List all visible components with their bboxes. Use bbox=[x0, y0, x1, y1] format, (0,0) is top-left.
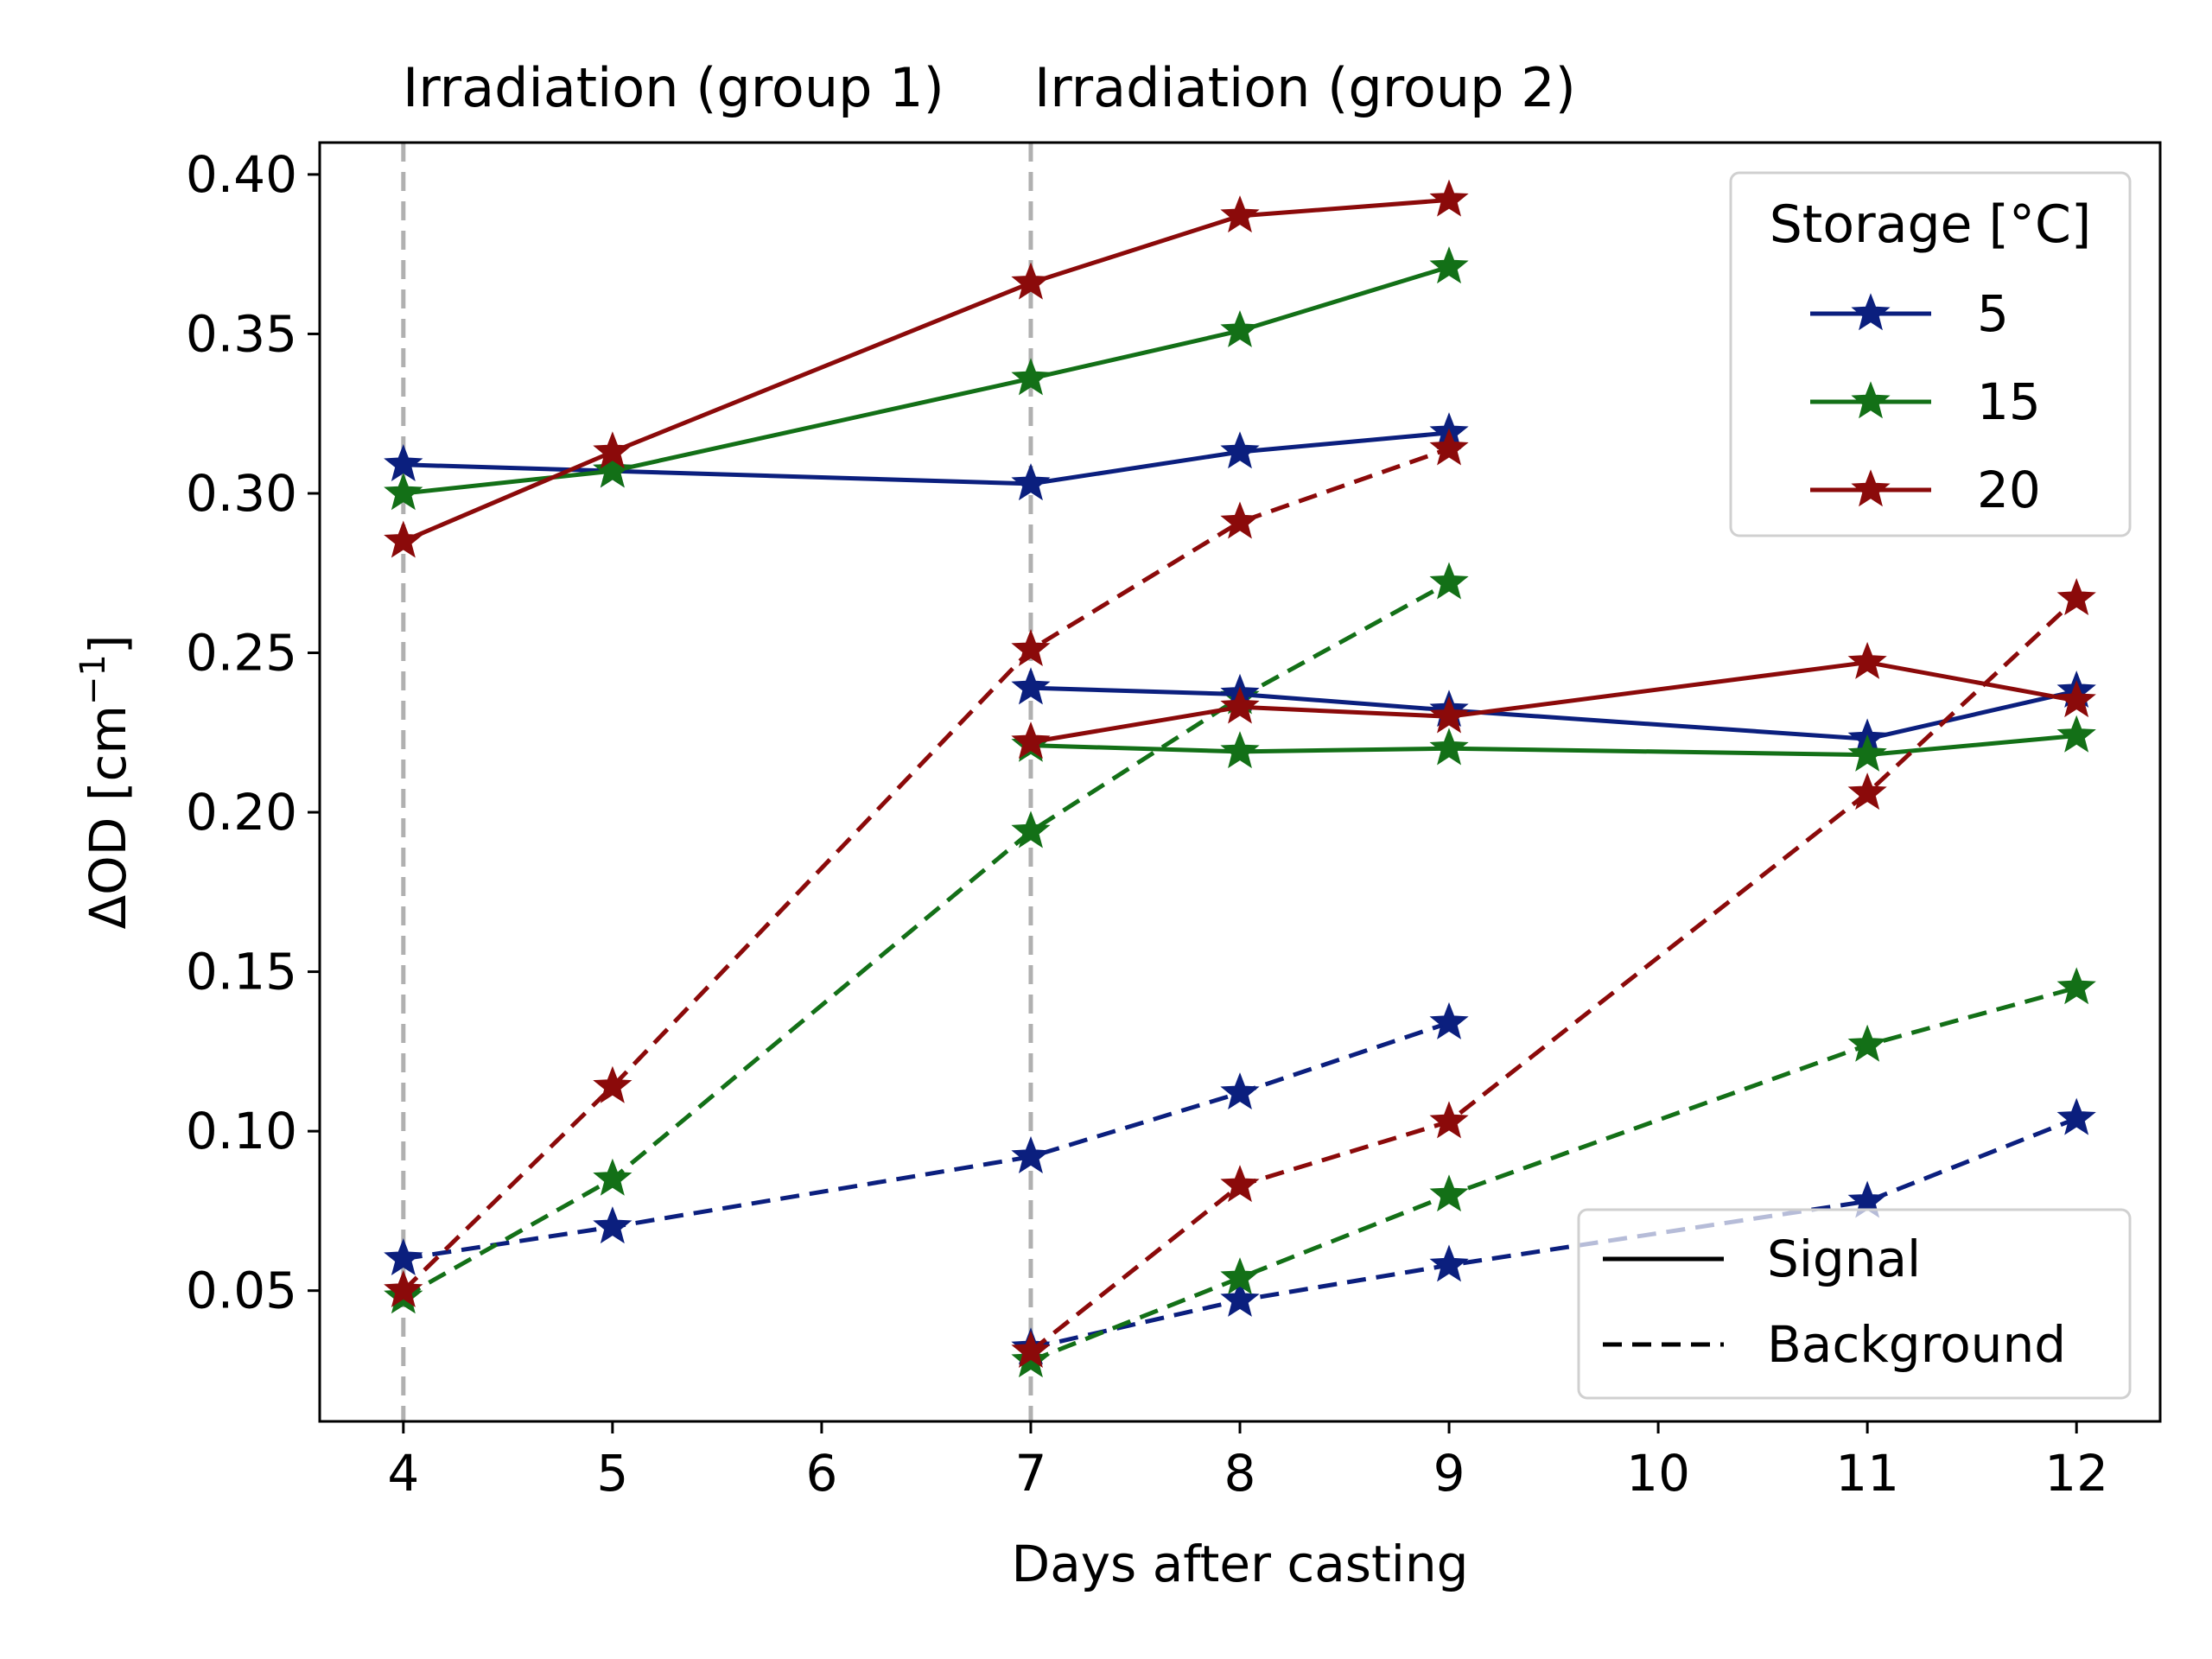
data-point bbox=[2056, 578, 2096, 616]
y-tick-label: 0.05 bbox=[186, 1262, 297, 1320]
data-point bbox=[1429, 246, 1469, 284]
data-point bbox=[1011, 810, 1051, 849]
data-point bbox=[1011, 463, 1051, 501]
x-axis-label: Days after casting bbox=[1012, 1535, 1469, 1593]
storage-legend-marker bbox=[1851, 293, 1891, 331]
y-axis-ticks: 0.05 0.10 0.15 0.20 0.25 0.30 0.35 0.40 bbox=[186, 145, 320, 1320]
data-point bbox=[1429, 728, 1469, 766]
series-background-storage-5-group-1 bbox=[384, 1001, 1469, 1276]
data-point bbox=[1847, 772, 1887, 810]
series-signal-storage-20-group-1 bbox=[384, 179, 1469, 558]
data-point bbox=[1847, 1024, 1887, 1062]
data-point bbox=[1429, 1001, 1469, 1039]
series-line bbox=[402, 581, 1451, 1300]
data-point bbox=[1429, 1244, 1469, 1282]
storage-legend: Storage [°C] 5 15 20 bbox=[1729, 171, 2132, 537]
data-point bbox=[593, 1065, 632, 1103]
data-point bbox=[2056, 715, 2096, 753]
x-tick-label: 10 bbox=[1626, 1444, 1690, 1503]
storage-legend-label: 15 bbox=[1977, 372, 2041, 431]
series-background-storage-20-group-1 bbox=[384, 428, 1469, 1307]
data-point bbox=[593, 1206, 632, 1244]
data-point bbox=[1011, 262, 1051, 300]
data-point bbox=[2056, 1097, 2096, 1135]
x-tick-label: 12 bbox=[2044, 1444, 2108, 1503]
data-point bbox=[593, 450, 632, 488]
data-point bbox=[384, 473, 423, 511]
data-point bbox=[1220, 195, 1260, 233]
data-point bbox=[593, 431, 632, 469]
y-axis-label-close: ] bbox=[79, 634, 137, 654]
x-axis-ticks: 4 5 6 7 8 9 10 11 12 bbox=[387, 1421, 2108, 1503]
y-tick-label: 0.40 bbox=[186, 145, 297, 204]
y-axis-label: ΔOD [cm−1] bbox=[73, 634, 137, 929]
data-point bbox=[1220, 431, 1260, 469]
x-tick-label: 9 bbox=[1433, 1444, 1465, 1503]
y-tick-label: 0.35 bbox=[186, 304, 297, 363]
y-tick-label: 0.25 bbox=[186, 624, 297, 683]
style-legend: Signal Background bbox=[1577, 1208, 2132, 1400]
data-point bbox=[1011, 628, 1051, 667]
data-point bbox=[1220, 310, 1260, 347]
data-point bbox=[1220, 501, 1260, 539]
data-point bbox=[1011, 1331, 1051, 1369]
storage-legend-box bbox=[1729, 171, 2132, 537]
data-point bbox=[384, 520, 423, 558]
data-point bbox=[1220, 686, 1260, 724]
storage-legend-title: Storage [°C] bbox=[1770, 194, 2092, 255]
data-point bbox=[1011, 1135, 1051, 1173]
storage-legend-marker bbox=[1851, 381, 1891, 419]
data-point bbox=[1429, 428, 1469, 466]
data-point bbox=[1429, 562, 1469, 600]
data-point bbox=[1220, 731, 1260, 769]
data-point bbox=[1220, 1072, 1260, 1110]
irradiation-label-2: Irradiation (group 2) bbox=[1034, 56, 1576, 119]
y-axis-label-main: ΔOD [cm bbox=[79, 705, 137, 929]
data-point bbox=[2056, 967, 2096, 1005]
y-axis-label-superscript: −1 bbox=[73, 654, 113, 705]
irradiation-lines: Irradiation (group 1) Irradiation (group … bbox=[401, 56, 1576, 1421]
x-tick-label: 8 bbox=[1224, 1444, 1256, 1503]
x-tick-label: 4 bbox=[387, 1444, 419, 1503]
series-background-storage-20-group-2 bbox=[1011, 578, 2096, 1369]
data-point bbox=[1429, 696, 1469, 734]
data-point bbox=[1220, 1280, 1260, 1317]
data-point bbox=[1220, 1257, 1260, 1295]
data-point bbox=[1847, 641, 1887, 679]
data-point bbox=[1429, 179, 1469, 217]
data-point bbox=[1011, 721, 1051, 760]
x-tick-label: 6 bbox=[805, 1444, 837, 1503]
style-legend-label: Background bbox=[1767, 1315, 2066, 1374]
data-point bbox=[593, 1158, 632, 1196]
data-point bbox=[384, 1238, 423, 1276]
irradiation-label-1: Irradiation (group 1) bbox=[403, 56, 944, 119]
series-signal-storage-15-group-1 bbox=[384, 246, 1469, 511]
data-point bbox=[1429, 1174, 1469, 1212]
storage-legend-marker bbox=[1851, 469, 1891, 507]
data-point bbox=[1220, 1165, 1260, 1203]
data-point bbox=[1847, 734, 1887, 772]
data-point bbox=[384, 1269, 423, 1307]
data-point bbox=[1011, 667, 1051, 705]
series-signal-storage-20-group-2 bbox=[1011, 641, 2096, 760]
data-point bbox=[2056, 680, 2096, 718]
y-tick-label: 0.30 bbox=[186, 464, 297, 523]
x-tick-label: 11 bbox=[1835, 1444, 1899, 1503]
x-tick-label: 7 bbox=[1015, 1444, 1047, 1503]
data-point bbox=[1011, 358, 1051, 396]
x-tick-label: 5 bbox=[596, 1444, 628, 1503]
storage-legend-label: 5 bbox=[1977, 284, 2009, 343]
style-legend-label: Signal bbox=[1767, 1230, 1921, 1288]
y-tick-label: 0.10 bbox=[186, 1102, 297, 1160]
data-point bbox=[384, 444, 423, 482]
series-layer bbox=[384, 179, 2096, 1378]
y-tick-label: 0.15 bbox=[186, 943, 297, 1001]
data-point bbox=[1429, 1101, 1469, 1139]
y-tick-label: 0.20 bbox=[186, 783, 297, 842]
storage-legend-label: 20 bbox=[1977, 461, 2041, 519]
